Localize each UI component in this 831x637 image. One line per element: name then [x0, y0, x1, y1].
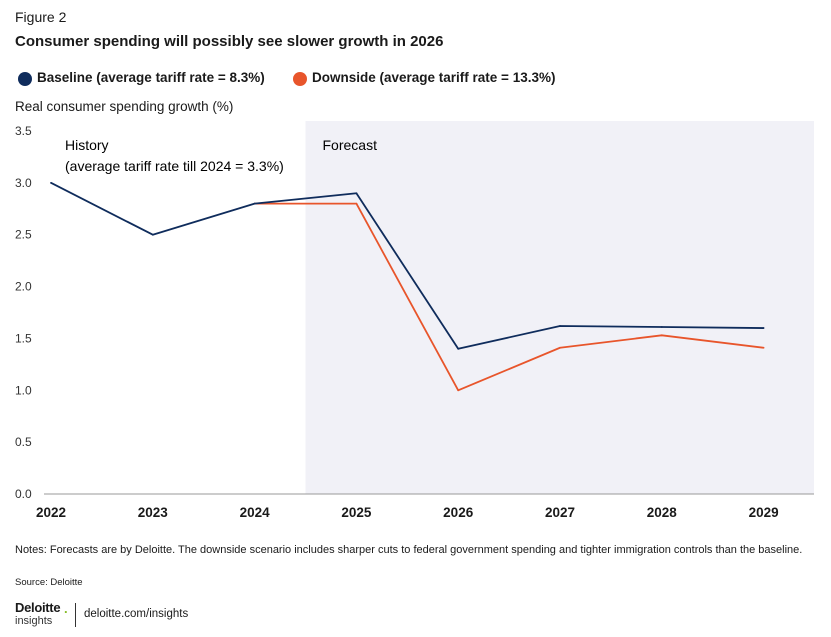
- y-axis-ticks: 0.0 0.5 1.0 1.5 2.0 2.5 3.0 3.5: [15, 124, 32, 501]
- downside-point: [355, 202, 358, 205]
- annotation-history-title: History: [65, 137, 109, 153]
- figure-label: Figure 2: [15, 9, 67, 25]
- y-tick-label: 1.5: [15, 331, 32, 345]
- x-tick-label: 2029: [749, 505, 779, 520]
- x-tick-label: 2022: [36, 505, 66, 520]
- legend-baseline-marker: [18, 72, 32, 86]
- series-lines: [50, 181, 765, 392]
- chart-notes: Notes: Forecasts are by Deloitte. The do…: [15, 544, 803, 556]
- x-tick-label: 2023: [138, 505, 169, 520]
- baseline-point: [762, 327, 765, 329]
- annotation-history-subtitle: (average tariff rate till 2024 = 3.3%): [65, 158, 284, 174]
- logo-wordmark: Deloitte: [15, 600, 61, 615]
- legend-downside-label: Downside (average tariff rate = 13.3%): [312, 70, 556, 85]
- y-tick-label: 2.5: [15, 228, 32, 242]
- y-tick-label: 3.5: [15, 124, 32, 138]
- logo-green-dot: .: [64, 601, 68, 616]
- baseline-point: [253, 202, 256, 205]
- footer-divider: [75, 603, 76, 627]
- baseline-point: [457, 347, 460, 350]
- forecast-region: [305, 121, 814, 494]
- baseline-point: [151, 233, 154, 236]
- x-axis-ticks: 2022 2023 2024 2025 2026 2027 2028 2029: [36, 505, 779, 520]
- website-link[interactable]: deloitte.com/insights: [84, 608, 189, 620]
- series-line-baseline: [50, 182, 764, 350]
- baseline-point: [660, 326, 663, 328]
- x-tick-label: 2024: [240, 505, 271, 520]
- baseline-point: [559, 325, 561, 327]
- legend-downside-marker: [293, 72, 307, 86]
- baseline-point: [355, 192, 358, 195]
- baseline-point: [50, 181, 52, 184]
- x-tick-label: 2025: [341, 505, 372, 520]
- downside-point: [660, 334, 663, 337]
- y-tick-label: 0.0: [15, 487, 32, 501]
- annotation-forecast: Forecast: [323, 137, 378, 153]
- y-axis-label: Real consumer spending growth (%): [15, 99, 234, 114]
- y-tick-label: 0.5: [15, 435, 32, 449]
- series-line-downside: [254, 202, 764, 392]
- downside-point: [762, 346, 765, 349]
- downside-point: [457, 389, 460, 392]
- legend-baseline-label: Baseline (average tariff rate = 8.3%): [37, 70, 265, 85]
- logo-insights: insights: [15, 615, 53, 627]
- x-tick-label: 2026: [443, 505, 474, 520]
- chart-title: Consumer spending will possibly see slow…: [15, 33, 444, 50]
- x-tick-label: 2028: [647, 505, 678, 520]
- downside-point: [559, 346, 561, 349]
- y-tick-label: 2.0: [15, 280, 32, 294]
- y-tick-label: 1.0: [15, 383, 32, 397]
- x-tick-label: 2027: [545, 505, 575, 520]
- chart-source: Source: Deloitte: [15, 577, 83, 588]
- y-tick-label: 3.0: [15, 176, 32, 190]
